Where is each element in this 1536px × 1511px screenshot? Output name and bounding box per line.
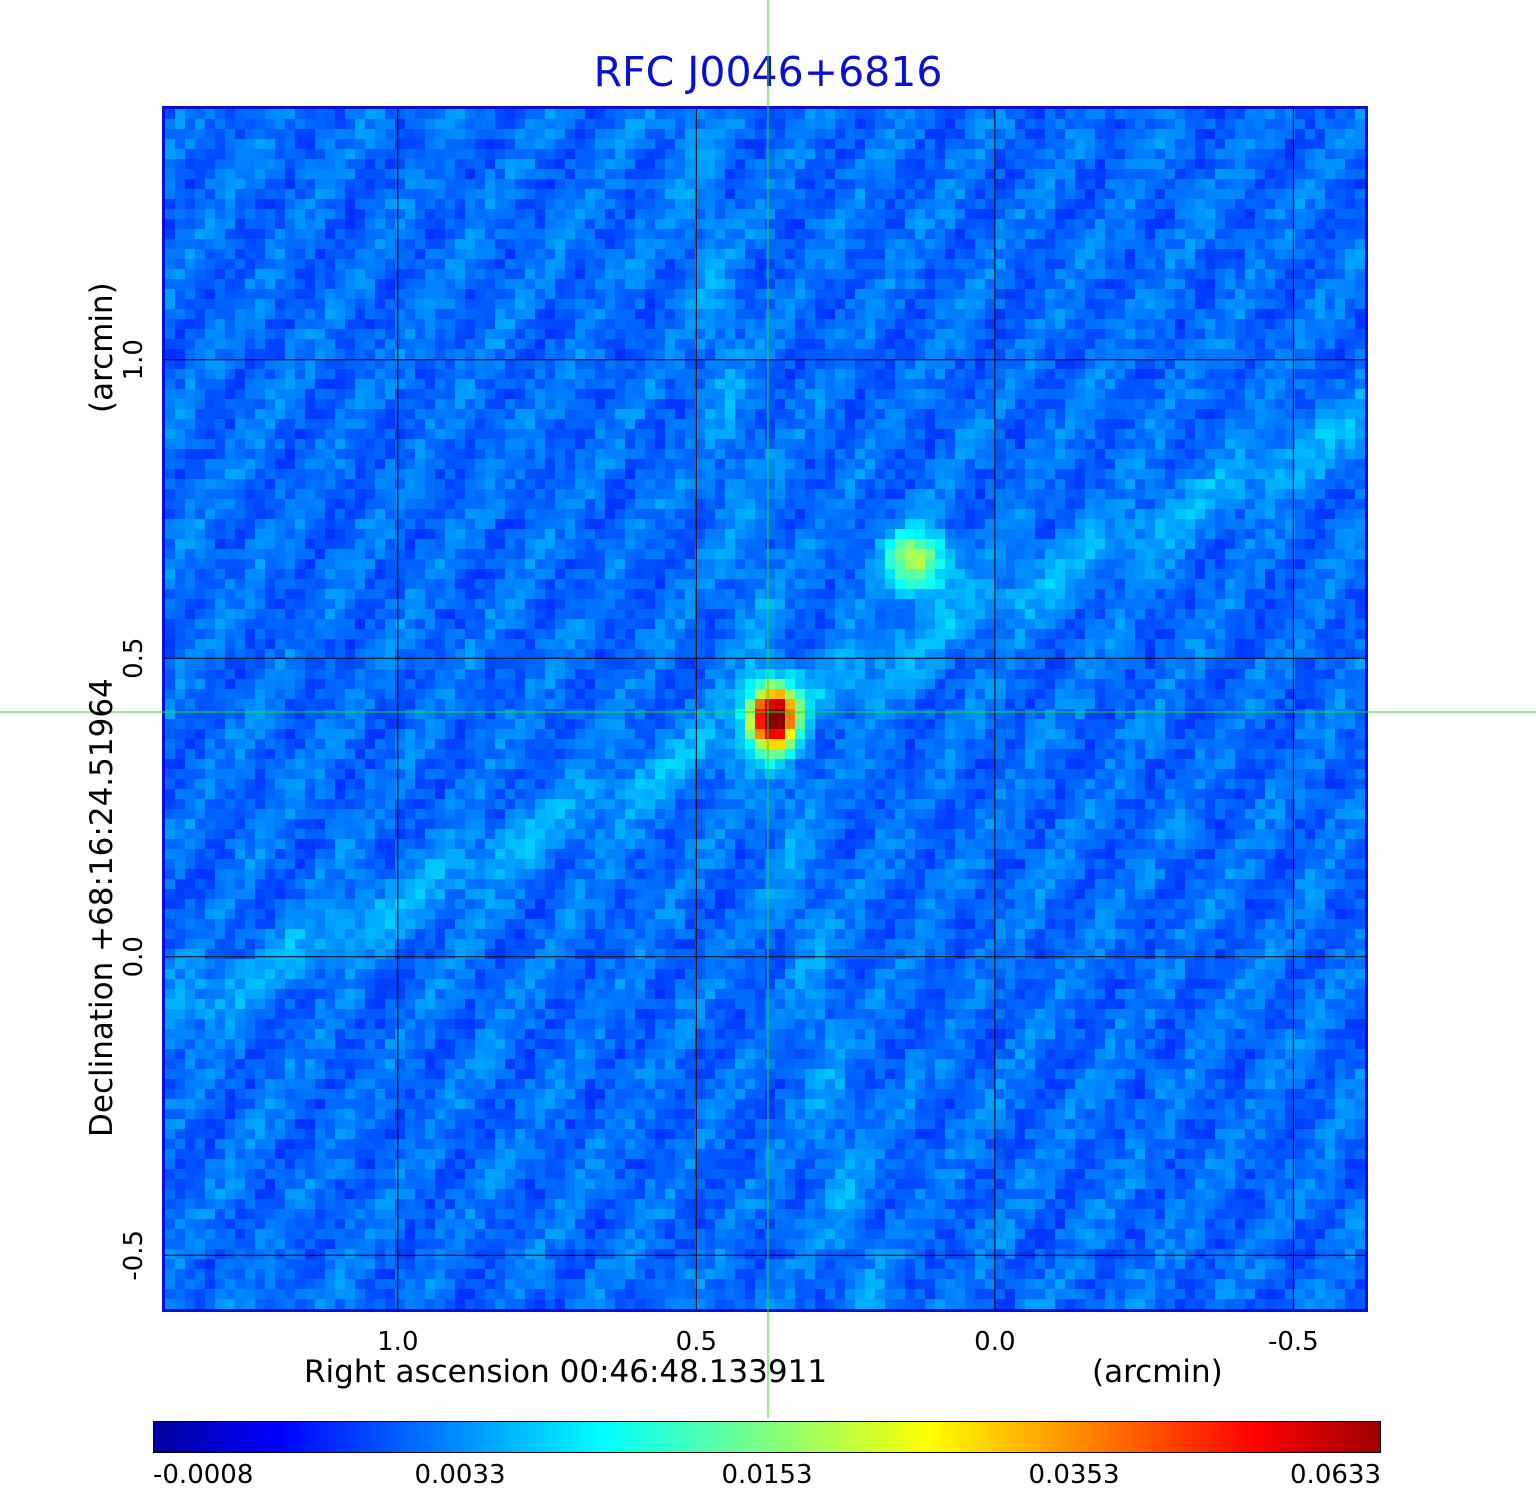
colorbar-tick-label: -0.0008 [153, 1460, 254, 1490]
sky-intensity-map [165, 109, 1365, 1309]
colorbar [153, 1421, 1381, 1453]
grid-lines [165, 109, 1365, 1309]
y-tick-label: 0.0 [119, 936, 149, 977]
y-tick-label: 1.0 [119, 339, 149, 380]
x-tick-label: -0.5 [1268, 1327, 1319, 1357]
colorbar-tick-label: 0.0633 [1290, 1460, 1381, 1490]
crosshair [0, 0, 1536, 1418]
colorbar-tick-label: 0.0153 [721, 1460, 813, 1490]
colorbar-tick-label: 0.0033 [414, 1460, 506, 1490]
colorbar-tick-label: 0.0353 [1028, 1460, 1120, 1490]
x-axis-unit: (arcmin) [1092, 1354, 1223, 1390]
plot-frame [162, 106, 1368, 1312]
x-axis-label: Right ascension 00:46:48.133911 [304, 1354, 827, 1390]
y-axis-unit: (arcmin) [84, 282, 120, 413]
x-tick-label: 1.0 [377, 1327, 418, 1357]
x-tick-label: 0.5 [676, 1327, 717, 1357]
x-tick-label: 0.0 [974, 1327, 1015, 1357]
x-tick-labels: 1.0 0.5 0.0 -0.5 [377, 1327, 1319, 1357]
y-tick-label: 0.5 [119, 638, 149, 679]
y-tick-label: -0.5 [119, 1230, 149, 1281]
y-tick-labels: 1.0 0.5 0.0 -0.5 [119, 339, 149, 1281]
y-axis-label: Declination +68:16:24.51964 [84, 678, 120, 1137]
